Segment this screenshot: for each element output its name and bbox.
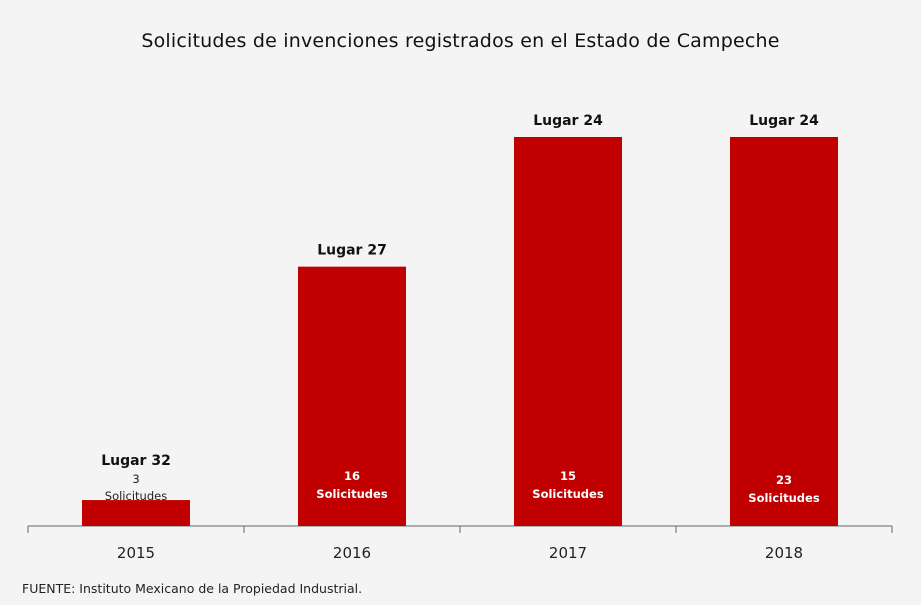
rank-label: Lugar 24 — [749, 113, 819, 129]
bar-2017 — [514, 137, 622, 526]
x-tick-label: 2018 — [765, 544, 803, 562]
data-label-value: 23 — [776, 473, 792, 487]
x-tick-label: 2016 — [333, 544, 371, 562]
source-note: FUENTE: Instituto Mexicano de la Propied… — [22, 581, 363, 596]
data-label-value: 16 — [344, 469, 360, 483]
data-label-value: 3 — [132, 472, 139, 486]
x-tick-label: 2015 — [117, 544, 155, 562]
data-label-unit: Solicitudes — [105, 489, 167, 503]
rank-label: Lugar 24 — [533, 113, 603, 129]
rank-label: Lugar 32 — [101, 453, 171, 469]
bar-2016 — [298, 266, 406, 526]
x-tick-label: 2017 — [549, 544, 587, 562]
bar-2018 — [730, 137, 838, 526]
rank-label: Lugar 27 — [317, 243, 387, 259]
bar-2015 — [82, 500, 190, 526]
data-label-unit: Solicitudes — [316, 487, 388, 501]
data-label-unit: Solicitudes — [748, 491, 820, 505]
chart-title: Solicitudes de invenciones registrados e… — [141, 30, 780, 52]
data-label-unit: Solicitudes — [532, 487, 604, 501]
data-label-value: 15 — [560, 469, 576, 483]
